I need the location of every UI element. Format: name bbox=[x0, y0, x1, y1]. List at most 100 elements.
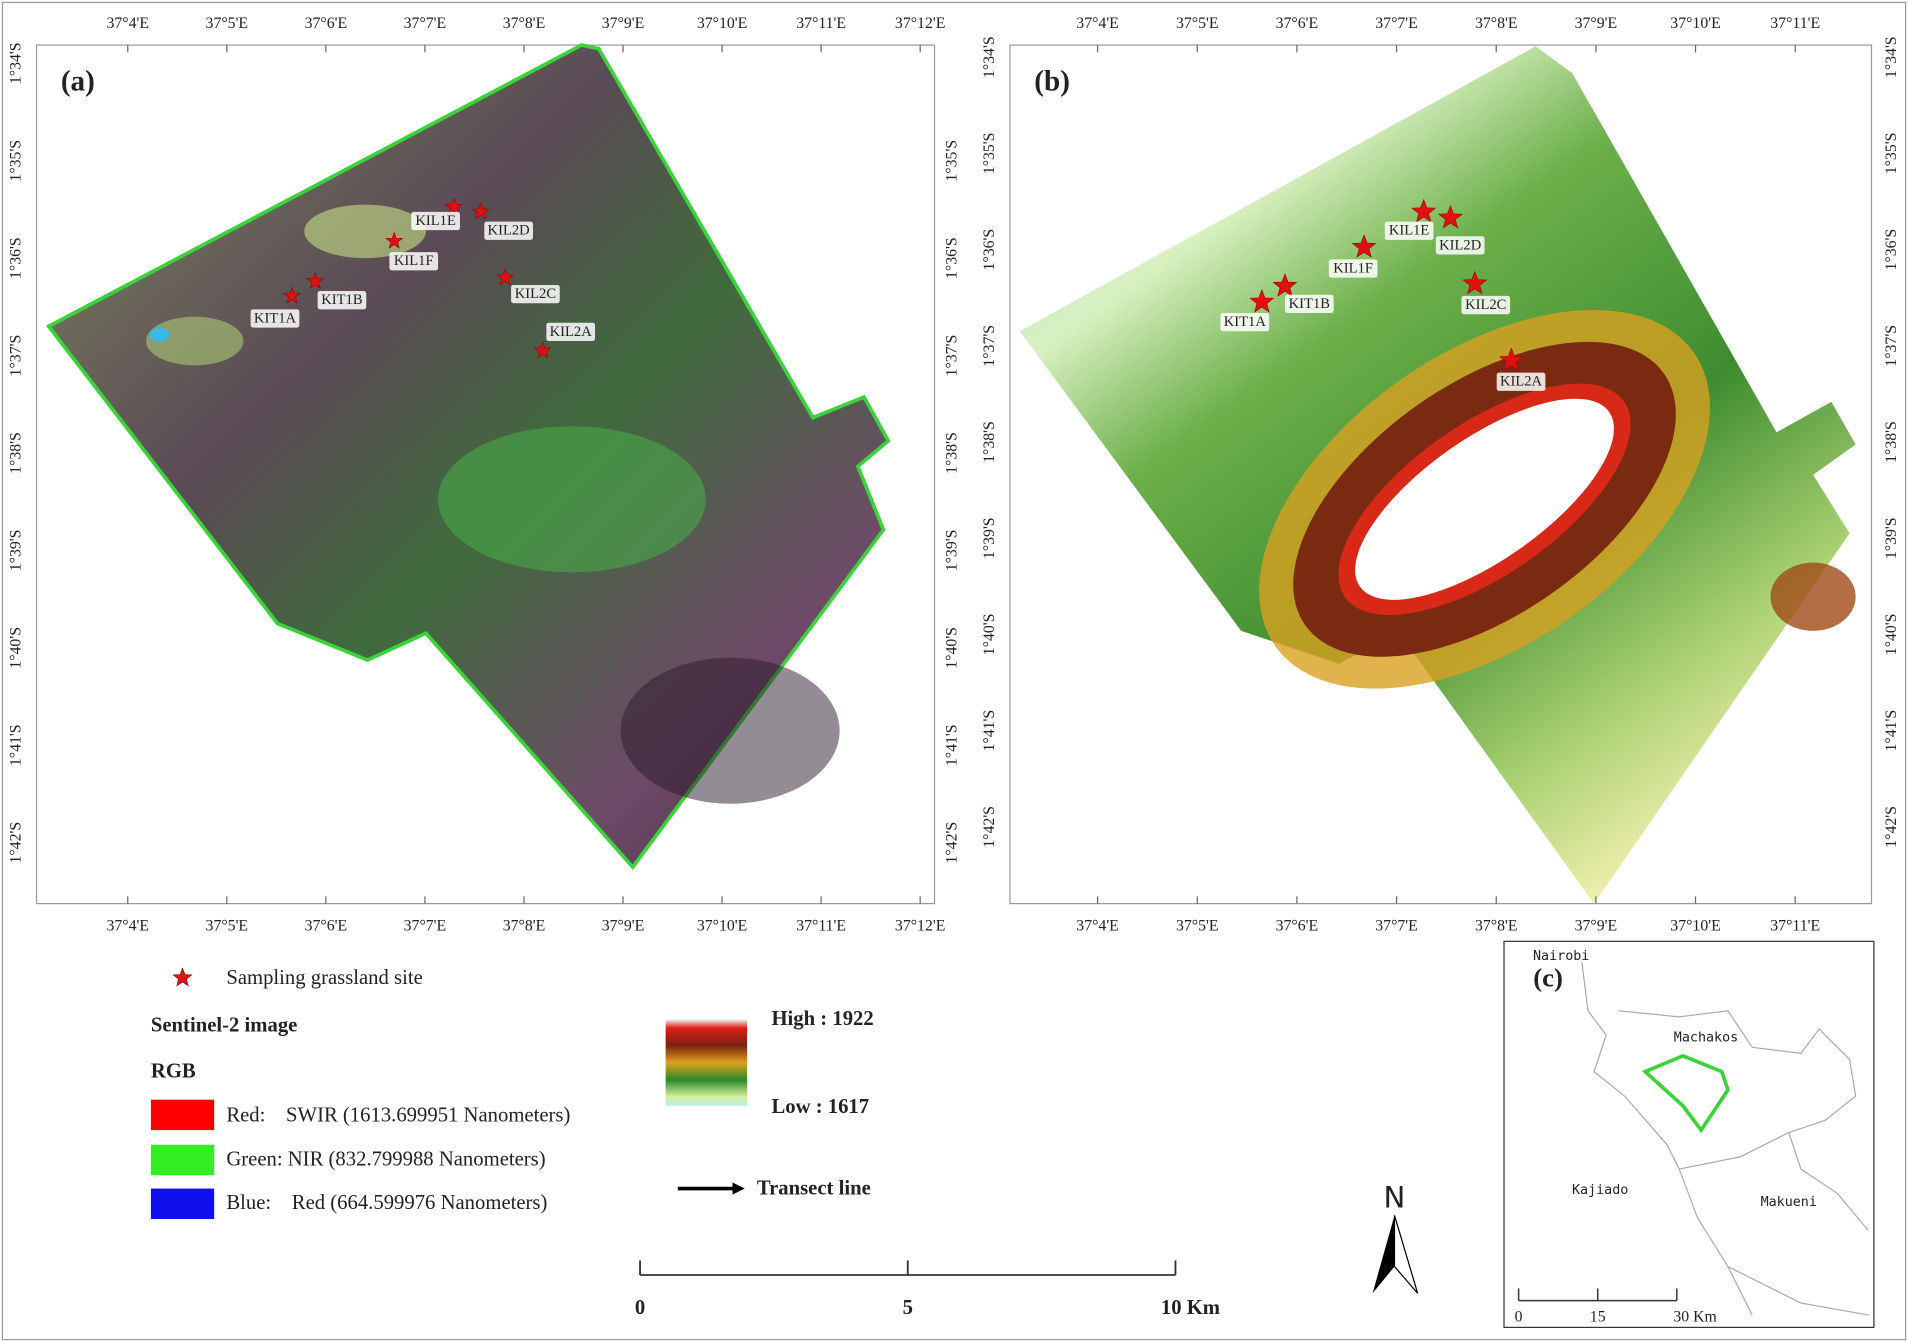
legend-site-marker bbox=[172, 967, 193, 987]
lon-tick-label: 37°7'E bbox=[1375, 917, 1418, 934]
scale-bar bbox=[639, 1260, 1177, 1276]
lat-tick-label: 1°35'S bbox=[943, 140, 960, 182]
site-label-bg bbox=[250, 309, 300, 328]
lat-tick-label: 1°37'S bbox=[981, 325, 998, 367]
lon-tick-label: 37°6'E bbox=[1276, 15, 1319, 32]
site-label: KIT1A bbox=[1224, 314, 1267, 330]
lon-tick-label: 37°11'E bbox=[1770, 917, 1820, 934]
lon-tick-label: 37°8'E bbox=[503, 15, 546, 32]
elevation-color-bar bbox=[665, 1019, 748, 1106]
lon-tick-label: 37°5'E bbox=[206, 917, 249, 934]
county-boundaries bbox=[1581, 961, 1870, 1316]
lat-tick-label: 1°37'S bbox=[8, 335, 25, 377]
red-swatch bbox=[150, 1099, 215, 1131]
place-label: Kajiado bbox=[1572, 1183, 1628, 1198]
band-label: Red: SWIR (1613.699951 Nanometers) bbox=[226, 1104, 570, 1126]
lon-tick-label: 37°4'E bbox=[106, 917, 149, 934]
place-label: Nairobi bbox=[1533, 949, 1589, 964]
grass-patch bbox=[304, 204, 426, 259]
lat-tick-label: 1°39'S bbox=[8, 530, 25, 572]
green-swatch bbox=[150, 1144, 215, 1176]
site-label: KIL2D bbox=[1439, 237, 1481, 253]
lat-tick-label: 1°39'S bbox=[1883, 517, 1900, 559]
lon-tick-label: 37°4'E bbox=[1076, 15, 1119, 32]
lon-tick-label: 37°7'E bbox=[1375, 15, 1418, 32]
site-label: KIT1B bbox=[321, 292, 363, 308]
lon-tick-label: 37°10'E bbox=[1670, 917, 1720, 934]
inset-frame bbox=[1503, 940, 1875, 1328]
place-label: Machakos bbox=[1674, 1031, 1738, 1046]
lat-tick-label: 1°41'S bbox=[8, 724, 25, 766]
site-marker bbox=[1462, 270, 1488, 295]
blue-swatch bbox=[150, 1188, 215, 1220]
lat-tick-label: 1°35'S bbox=[1883, 133, 1900, 175]
north-arrow-left bbox=[1372, 1215, 1395, 1294]
site-label-bg bbox=[1284, 294, 1334, 313]
site-label-bg bbox=[484, 221, 533, 240]
lat-tick-label: 1°40'S bbox=[8, 627, 25, 669]
lat-tick-label: 1°42'S bbox=[1883, 806, 1900, 848]
lon-tick-label: 37°8'E bbox=[1475, 15, 1518, 32]
lon-tick-label: 37°11'E bbox=[1770, 15, 1820, 32]
lat-tick-label: 1°40'S bbox=[981, 614, 998, 656]
lat-tick-label: 1°34'S bbox=[8, 42, 25, 84]
site-label: KIL2A bbox=[550, 324, 593, 340]
site-label-bg bbox=[1328, 259, 1378, 278]
lat-tick-label: 1°37'S bbox=[1883, 325, 1900, 367]
site-marker bbox=[283, 286, 302, 304]
transect-label: Transect line bbox=[757, 1178, 871, 1200]
lat-tick-label: 1°36'S bbox=[8, 237, 25, 279]
site-label: KIT1A bbox=[254, 310, 297, 326]
scale-label: 5 bbox=[903, 1297, 913, 1319]
lon-tick-label: 37°10'E bbox=[1670, 15, 1720, 32]
site-marker bbox=[1249, 288, 1275, 313]
inset-scale-label: 30 Km bbox=[1673, 1308, 1717, 1325]
lat-tick-label: 1°40'S bbox=[943, 627, 960, 669]
north-arrow-right bbox=[1393, 1215, 1419, 1294]
lon-tick-label: 37°5'E bbox=[206, 15, 249, 32]
lon-tick-label: 37°6'E bbox=[305, 917, 348, 934]
lat-tick-label: 1°36'S bbox=[981, 229, 998, 271]
site-label: KIL2D bbox=[488, 223, 530, 239]
lat-tick-label: 1°41'S bbox=[981, 710, 998, 752]
lon-tick-label: 37°8'E bbox=[503, 917, 546, 934]
lon-tick-label: 37°12'E bbox=[895, 15, 945, 32]
lat-tick-label: 1°34'S bbox=[1883, 36, 1900, 78]
lat-tick-label: 1°37'S bbox=[943, 335, 960, 377]
lat-tick-label: 1°38'S bbox=[1883, 421, 1900, 463]
lat-tick-label: 1°41'S bbox=[1883, 710, 1900, 752]
boundary bbox=[1581, 961, 1753, 1316]
lon-tick-label: 37°7'E bbox=[404, 917, 447, 934]
inset-scale-label: 0 bbox=[1515, 1308, 1523, 1325]
elevation-low: Low : 1617 bbox=[771, 1096, 869, 1118]
arrow-head bbox=[732, 1182, 745, 1195]
site-label: KIL1F bbox=[394, 253, 434, 269]
lat-tick-label: 1°42'S bbox=[981, 806, 998, 848]
site-label-bg bbox=[1461, 295, 1511, 315]
band-label: Blue: Red (664.599976 Nanometers) bbox=[226, 1192, 547, 1214]
lon-tick-label: 37°7'E bbox=[404, 15, 447, 32]
site-marker bbox=[306, 271, 325, 289]
boundary bbox=[1727, 1265, 1870, 1316]
elevation-band bbox=[1355, 398, 1614, 600]
lat-tick-label: 1°40'S bbox=[1883, 614, 1900, 656]
site-label: KIL2C bbox=[1465, 297, 1506, 313]
site-marker bbox=[496, 268, 514, 286]
north-label: N bbox=[1384, 1181, 1406, 1215]
lon-tick-label: 37°10'E bbox=[697, 15, 747, 32]
site-label-bg bbox=[317, 291, 367, 310]
lon-tick-label: 37°9'E bbox=[1575, 917, 1618, 934]
lon-tick-label: 37°6'E bbox=[1276, 917, 1319, 934]
water-body bbox=[149, 327, 170, 343]
site-marker bbox=[471, 202, 490, 220]
panel-label: (b) bbox=[1034, 66, 1070, 98]
boundary bbox=[1788, 1132, 1869, 1231]
lat-tick-label: 1°39'S bbox=[981, 517, 998, 559]
lon-tick-label: 37°8'E bbox=[1475, 917, 1518, 934]
lat-tick-label: 1°38'S bbox=[8, 432, 25, 474]
lat-tick-label: 1°38'S bbox=[943, 432, 960, 474]
site-label: KIT1B bbox=[1289, 296, 1331, 312]
lat-tick-label: 1°39'S bbox=[943, 530, 960, 572]
site-marker bbox=[1351, 234, 1377, 258]
